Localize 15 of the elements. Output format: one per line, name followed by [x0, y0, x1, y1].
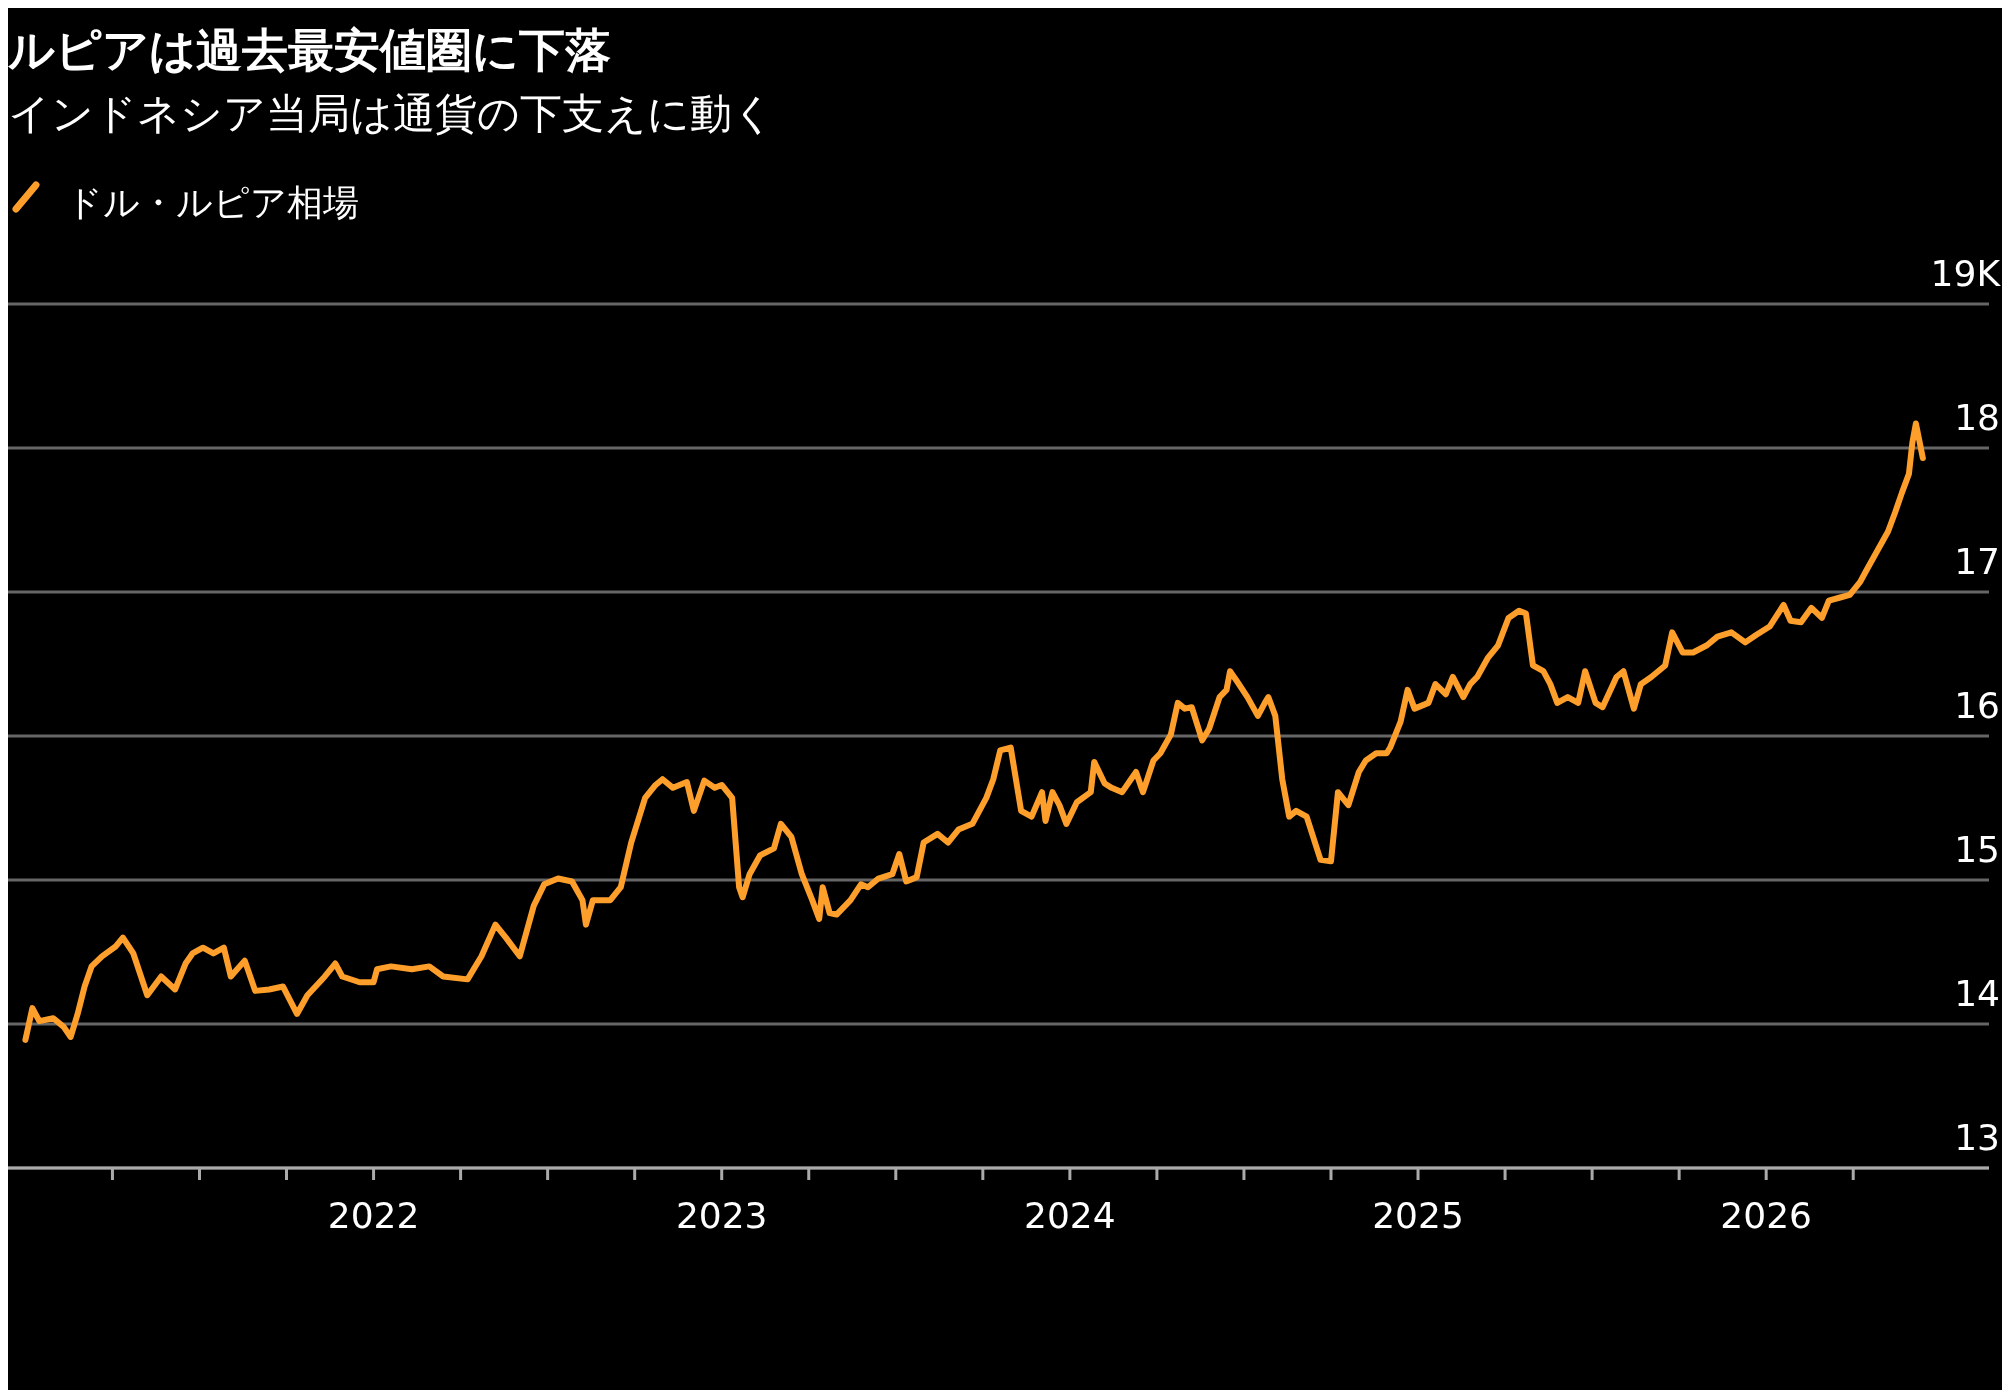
y-tick-label: 17 — [1954, 541, 2000, 582]
chart-subtitle: インドネシア当局は通貨の下支えに動く — [8, 89, 775, 138]
x-tick-label: 2026 — [1720, 1195, 1812, 1236]
x-tick-label: 2025 — [1372, 1195, 1464, 1236]
y-tick-label: 13 — [1954, 1117, 2000, 1158]
y-tick-label: 16 — [1954, 685, 2000, 726]
y-tick-label: 18 — [1954, 397, 2000, 438]
legend-label: ドル・ルピア相場 — [66, 182, 359, 223]
x-tick-label: 2024 — [1024, 1195, 1116, 1236]
x-tick-label: 2022 — [327, 1195, 420, 1236]
y-tick-label: 14 — [1954, 973, 2000, 1014]
chart-title: ルピアは過去最安値圏に下落 — [8, 23, 611, 77]
x-tick-label: 2023 — [675, 1195, 768, 1236]
y-tick-label: 15 — [1954, 829, 2000, 870]
y-tick-label: 19K — [1930, 253, 2002, 294]
